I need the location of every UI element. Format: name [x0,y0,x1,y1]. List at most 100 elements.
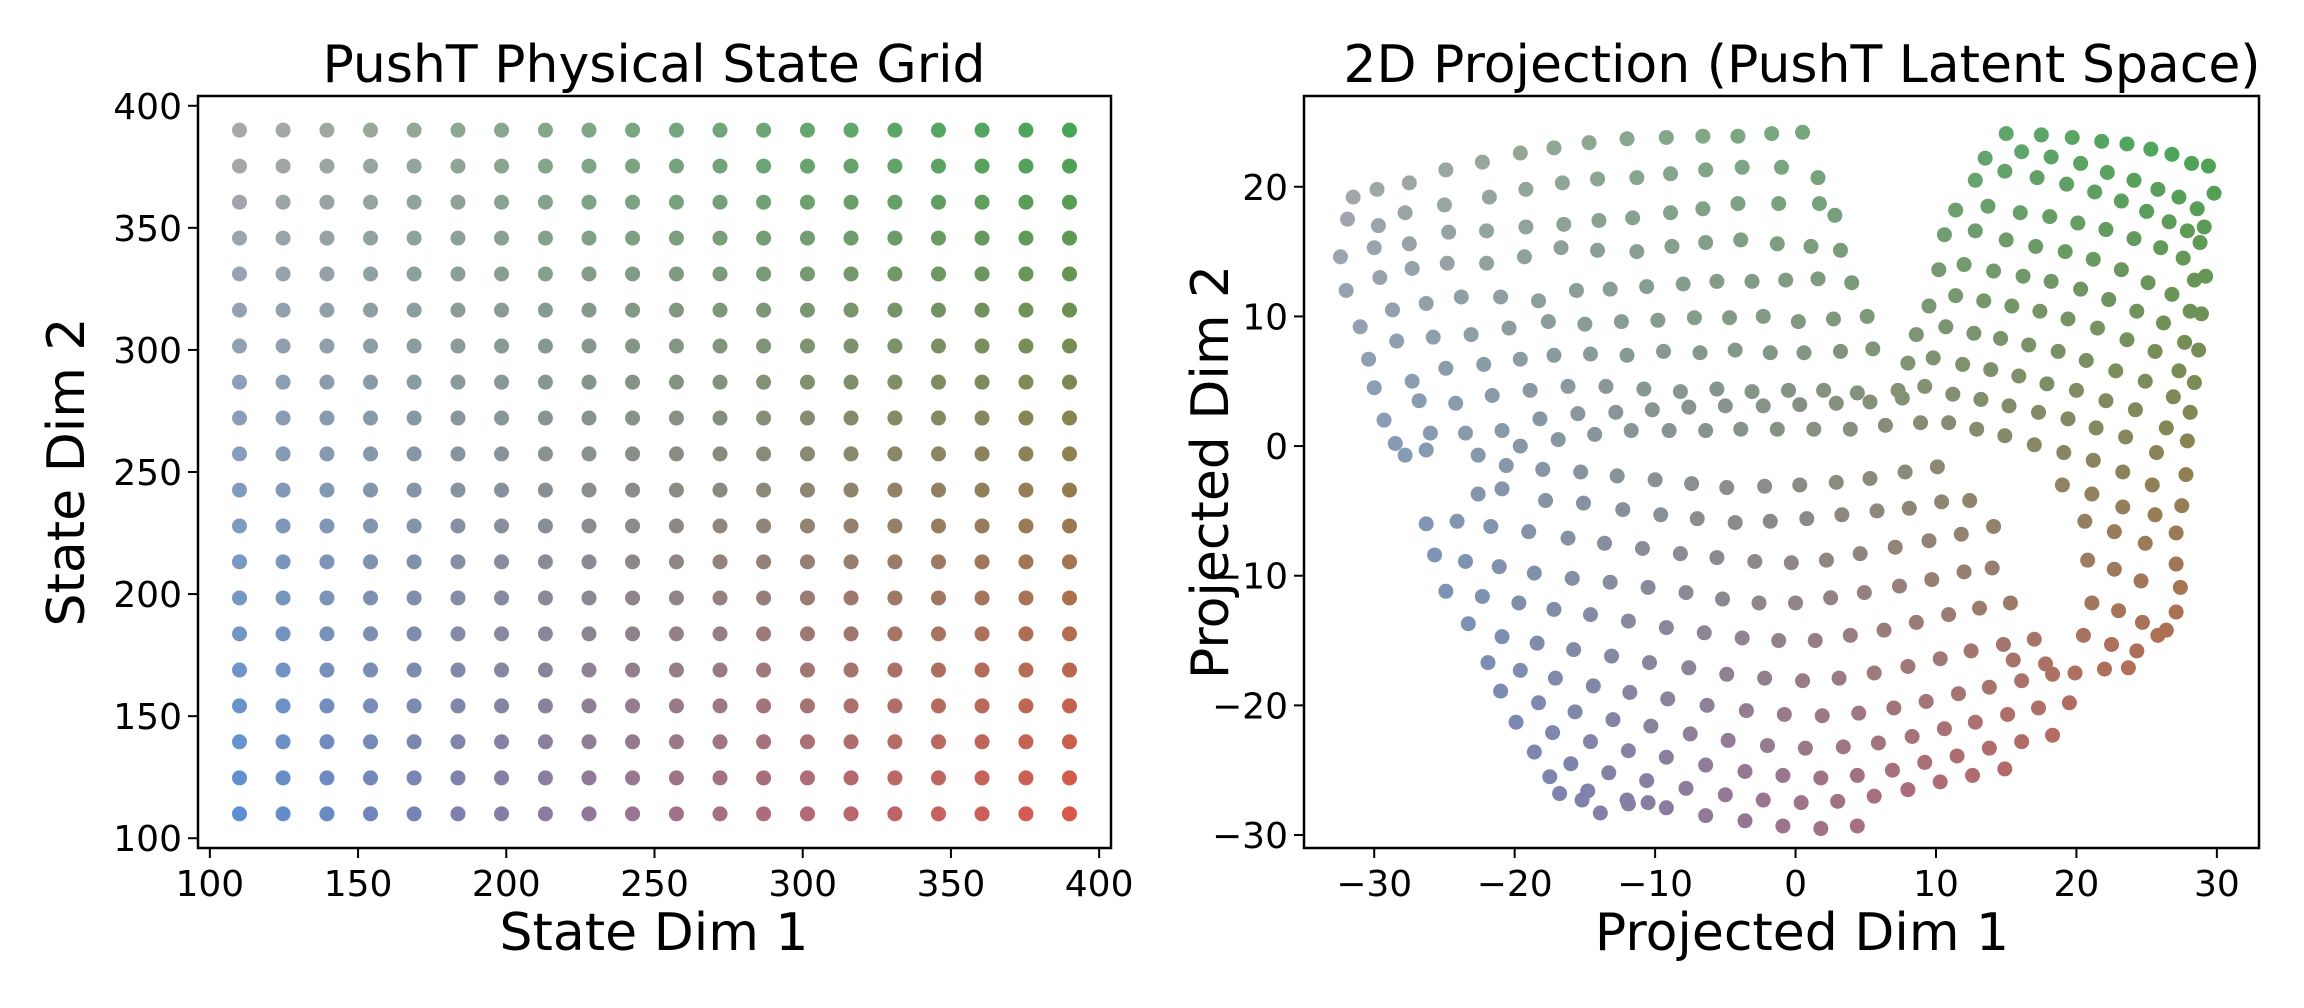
right-latent-point [1567,704,1583,720]
right-latent-point [2182,404,2198,420]
left-state-point [625,734,641,750]
right-latent-point [1583,607,1598,623]
left-state-point [1018,410,1034,426]
right-latent-point [1460,616,1476,632]
left-state-point [1018,770,1034,786]
right-latent-point [1453,289,1469,305]
right-latent-point [1484,388,1500,404]
left-state-point [712,122,728,138]
left-state-point [275,446,291,462]
right-latent-point [1511,595,1527,611]
right-latent-point [2179,433,2195,449]
left-state-point [232,806,247,822]
right-latent-point [1587,426,1603,442]
right-y-tick-label: 0 [1265,427,1288,468]
right-latent-point [1886,700,1902,716]
right-latent-point [1563,756,1579,772]
left-state-point [668,338,684,354]
left-state-point [1018,662,1034,678]
left-state-point [843,554,859,570]
right-latent-point [2085,251,2101,267]
right-latent-point [1458,425,1474,441]
left-state-point [974,590,990,606]
left-x-ticks: 100 150 200 250 300 350 400 [175,848,1134,905]
left-state-point [930,590,946,606]
right-latent-point [2158,420,2174,436]
left-state-point [887,302,903,318]
right-latent-point [1762,345,1778,361]
left-state-point [450,158,466,174]
left-state-point [581,266,597,282]
right-latent-point [1591,212,1607,228]
left-state-point [1062,302,1077,318]
left-state-point [275,482,291,498]
left-state-point [712,626,728,642]
left-state-point [537,230,553,246]
left-state-point [625,662,641,678]
right-latent-point [1788,595,1804,611]
right-latent-point [2043,149,2059,165]
left-state-point [232,302,247,318]
left-state-point [843,122,859,138]
left-y-tick-label: 150 [113,697,182,738]
right-latent-point [1629,170,1645,186]
right-latent-point [1526,565,1542,581]
left-state-point [581,482,597,498]
left-state-point [625,590,641,606]
right-latent-point [1619,131,1635,147]
left-state-point [887,698,903,714]
left-state-point [843,590,859,606]
left-state-point [887,734,903,750]
left-state-point [450,230,466,246]
right-latent-point [1493,289,1509,305]
left-state-point [1018,338,1034,354]
right-latent-point [1730,196,1746,212]
left-state-point [275,518,291,534]
left-state-point [974,338,990,354]
left-state-point [319,338,335,354]
right-latent-point [1849,818,1865,834]
right-latent-point [1781,382,1797,398]
left-state-point [1062,338,1077,354]
right-latent-point [1759,738,1775,754]
right-chart-title: 2D Projection (PushT Latent Space) [1343,35,2260,95]
left-state-point [1062,806,1077,822]
left-state-point [668,194,684,210]
left-state-point [1062,554,1077,570]
right-latent-point [2089,320,2105,336]
right-latent-point [1986,263,2002,279]
left-state-point [625,158,641,174]
left-state-point [450,770,466,786]
right-latent-point [1722,310,1738,326]
left-state-point [275,806,291,822]
right-latent-point [1851,705,1867,721]
left-state-point [843,230,859,246]
right-latent-point [1795,673,1811,689]
right-latent-point [1570,406,1586,422]
right-latent-point [1828,474,1844,490]
right-latent-point [1865,341,1881,357]
right-latent-point [1795,124,1811,140]
right-panel: 2D Projection (PushT Latent Space) −30 −2… [1181,35,2261,963]
left-state-point [1018,698,1034,714]
right-latent-point [2002,595,2018,611]
left-y-tick-label: 300 [113,331,182,372]
left-state-point [668,446,684,462]
left-state-point [537,518,553,534]
right-latent-point [2147,343,2163,359]
right-latent-point [1512,145,1528,161]
right-latent-point [1967,223,1983,239]
left-state-point [1018,734,1034,750]
left-state-point [319,626,335,642]
right-latent-point [1658,129,1674,145]
left-state-point [843,482,859,498]
right-latent-point [2186,375,2202,391]
left-state-point [756,446,772,462]
left-state-point [799,122,815,138]
left-state-point [494,662,510,678]
left-state-point [799,590,815,606]
right-x-tick-label: 20 [2054,864,2100,905]
right-latent-point [1719,480,1735,496]
right-latent-point [1470,486,1486,502]
left-state-point [319,158,335,174]
